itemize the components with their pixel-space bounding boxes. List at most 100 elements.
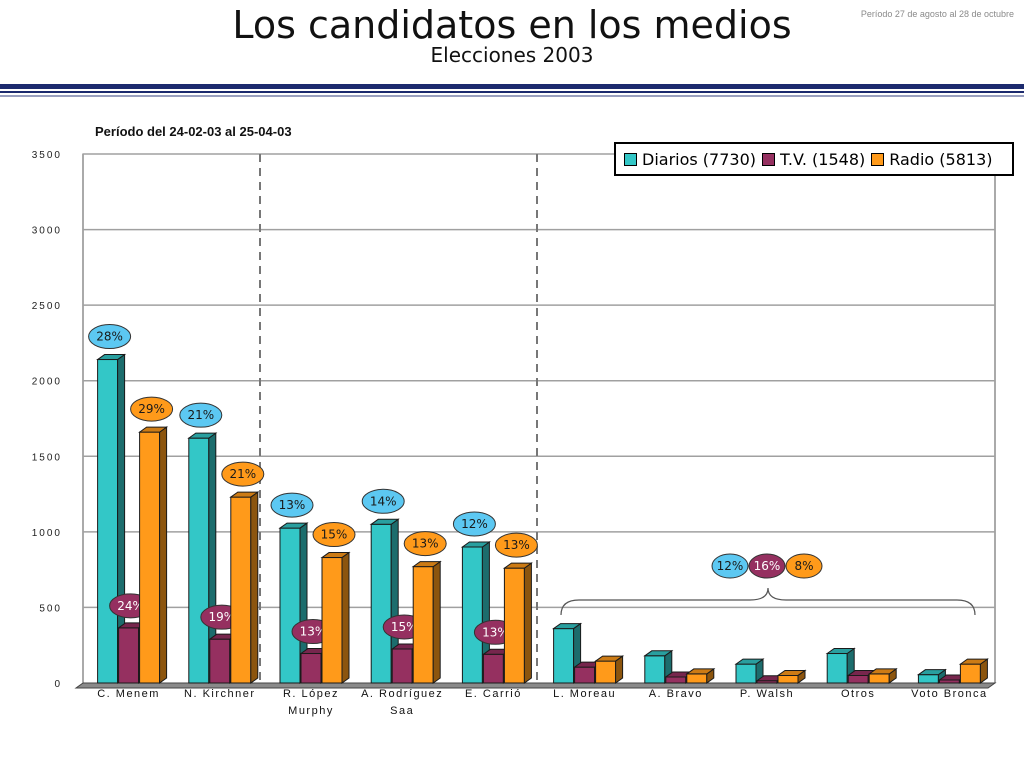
bar-top bbox=[643, 650, 674, 657]
percent-bubble bbox=[88, 324, 132, 350]
bar bbox=[574, 666, 596, 684]
percent-label: 13% bbox=[300, 625, 327, 639]
percent-bubble bbox=[361, 488, 405, 514]
x-tick-label: L. Moreau bbox=[553, 688, 616, 700]
percent-label: 13% bbox=[412, 537, 439, 551]
bar bbox=[97, 359, 119, 684]
legend-swatch bbox=[762, 152, 776, 166]
bar bbox=[370, 523, 392, 684]
legend-item: Diarios (7730) bbox=[624, 150, 756, 169]
bar-top bbox=[96, 354, 127, 361]
bar bbox=[188, 437, 210, 684]
percent-label: 29% bbox=[138, 402, 165, 416]
header-divider-band bbox=[0, 84, 1024, 89]
bar-top bbox=[502, 562, 533, 569]
percent-bubble bbox=[221, 461, 265, 487]
legend-label: Diarios (7730) bbox=[642, 149, 757, 169]
chart-legend: Diarios (7730) T.V. (1548) Radio (5813) bbox=[614, 142, 1014, 176]
percent-label: 12% bbox=[461, 517, 488, 531]
bar-top bbox=[734, 658, 765, 665]
y-tick-label: 1000 bbox=[32, 528, 62, 539]
x-tick-label: Saa bbox=[390, 705, 414, 717]
y-tick-label: 1500 bbox=[32, 452, 62, 463]
percent-label: 19% bbox=[208, 610, 235, 624]
percent-bubble bbox=[452, 511, 496, 537]
header-divider-band bbox=[0, 91, 1024, 93]
percent-bubble bbox=[403, 531, 447, 557]
bar bbox=[595, 660, 617, 684]
x-tick-label: A. Rodríguez bbox=[361, 688, 443, 700]
bar-side bbox=[432, 560, 441, 684]
x-tick-label: R. López bbox=[283, 688, 339, 700]
y-tick-label: 2500 bbox=[32, 301, 62, 312]
percent-bubble bbox=[494, 532, 538, 558]
bar bbox=[230, 496, 252, 684]
bar-side bbox=[523, 562, 532, 684]
legend-item: Radio (5813) bbox=[871, 150, 992, 169]
bar bbox=[665, 676, 687, 684]
y-tick-label: 3500 bbox=[32, 150, 62, 161]
legend-swatch bbox=[871, 152, 885, 166]
percent-label: 14% bbox=[370, 494, 397, 508]
bar-top bbox=[187, 432, 218, 439]
page-title: Los candidatos en los medios bbox=[232, 3, 792, 47]
percent-label: 13% bbox=[503, 538, 530, 552]
percent-label: 13% bbox=[482, 625, 509, 639]
x-tick-label: P. Walsh bbox=[740, 688, 794, 700]
x-tick-label: N. Kirchner bbox=[184, 688, 256, 700]
bar bbox=[209, 638, 231, 684]
bar bbox=[139, 431, 161, 684]
legend-item: T.V. (1548) bbox=[762, 150, 865, 169]
y-tick-label: 3000 bbox=[32, 226, 62, 237]
bar-top bbox=[460, 541, 491, 548]
bar bbox=[847, 674, 869, 684]
x-tick-label: C. Menem bbox=[97, 688, 160, 700]
legend-label: T.V. (1548) bbox=[780, 149, 866, 169]
bar bbox=[321, 557, 343, 684]
bar bbox=[917, 674, 939, 684]
bar-top bbox=[825, 648, 856, 655]
group-percent-bubble bbox=[748, 553, 786, 579]
group-percent-bubble bbox=[711, 553, 749, 579]
percent-bubble bbox=[179, 402, 223, 428]
bar-top bbox=[594, 655, 625, 662]
bar bbox=[686, 673, 708, 684]
x-tick-label: Voto Bronca bbox=[911, 688, 987, 700]
percent-bubble bbox=[130, 396, 174, 422]
group-percent-label: 16% bbox=[754, 559, 781, 573]
bar-side bbox=[159, 426, 168, 684]
bar bbox=[868, 673, 890, 684]
bar-top bbox=[552, 623, 583, 630]
percent-bubble bbox=[270, 492, 314, 518]
bar-top bbox=[776, 669, 807, 676]
bar bbox=[300, 653, 322, 684]
bar-side bbox=[341, 551, 350, 684]
percent-label: 13% bbox=[279, 498, 306, 512]
y-tick-label: 500 bbox=[39, 603, 62, 614]
bar bbox=[503, 567, 525, 684]
bar-top bbox=[867, 668, 898, 675]
percent-label: 15% bbox=[391, 620, 418, 634]
y-tick-label: 0 bbox=[54, 679, 62, 690]
percent-label: 15% bbox=[321, 528, 348, 542]
group-percent-label: 8% bbox=[794, 559, 813, 573]
bar-top bbox=[685, 668, 716, 675]
bar-top bbox=[278, 522, 309, 529]
percent-label: 21% bbox=[229, 467, 256, 481]
x-tick-label: Otros bbox=[841, 688, 875, 700]
bar bbox=[118, 627, 140, 684]
y-tick-label: 2000 bbox=[32, 377, 62, 388]
percent-label: 24% bbox=[117, 599, 144, 613]
bar-top bbox=[320, 552, 351, 559]
period-note: Período 27 de agosto al 28 de octubre bbox=[860, 9, 1014, 19]
bar bbox=[553, 628, 575, 684]
page-subtitle: Elecciones 2003 bbox=[430, 43, 594, 67]
bar bbox=[826, 653, 848, 684]
chart-period-label: Período del 24-02-03 al 25-04-03 bbox=[95, 124, 292, 139]
x-tick-label: A. Bravo bbox=[649, 688, 703, 700]
percent-bubble bbox=[312, 522, 356, 548]
percent-label: 28% bbox=[96, 330, 123, 344]
bar bbox=[279, 527, 301, 684]
bar bbox=[777, 674, 799, 684]
